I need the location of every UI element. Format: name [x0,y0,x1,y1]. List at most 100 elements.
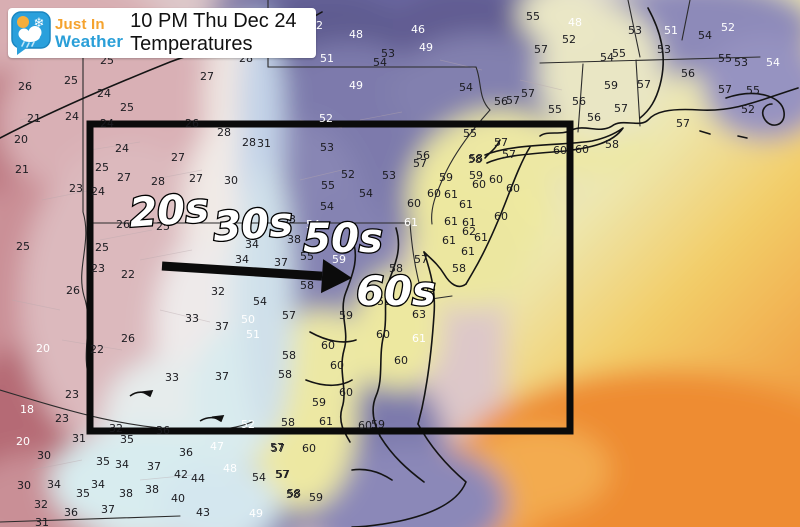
temp-value: 48 [223,462,237,475]
temp-value: 28 [217,126,231,139]
temp-value: 32 [34,498,48,511]
temp-value: 37 [215,370,229,383]
temp-value: 55 [526,10,540,23]
temp-value: 23 [91,262,105,275]
temp-value: 60 [376,328,390,341]
temp-value: 58 [469,152,483,165]
temp-value: 54 [766,56,780,69]
temp-value: 57 [614,102,628,115]
temp-value: 58 [281,416,295,429]
map-title: 10 PM Thu Dec 24 Temperatures [130,10,296,56]
temp-value: 61 [461,245,475,258]
temp-value: 60 [472,178,486,191]
temp-value: 28 [242,136,256,149]
temp-value: 55 [612,47,626,60]
temp-value: 60 [575,143,589,156]
temp-value: 61 [442,234,456,247]
temp-value: 57 [414,253,428,266]
temp-value: 54 [252,471,266,484]
temp-value: 57 [506,94,520,107]
temp-value: 56 [416,149,430,162]
temp-value: 52 [741,103,755,116]
temp-value: 31 [35,516,49,527]
temp-value: 61 [444,215,458,228]
temp-value: 23 [69,182,83,195]
temp-value: 25 [156,220,170,233]
temp-value: 54 [253,295,267,308]
temp-value: 60 [553,144,567,157]
snowflake-icon: ❄ [34,16,45,31]
temp-value: 61 [459,198,473,211]
temp-value: 61 [444,188,458,201]
temp-value: 60 [302,442,316,455]
temp-value: 43 [196,506,210,519]
sun-icon [17,16,29,28]
temp-value: 52 [241,418,255,431]
header-card: ❄ Just In Weather 10 PM Thu Dec 24 [8,8,316,58]
temp-value: 59 [312,396,326,409]
temp-value: 34 [115,458,129,471]
temp-value: 57 [494,136,508,149]
temp-value: 37 [101,503,115,516]
temp-value: 35 [96,455,110,468]
temp-value: 26 [121,332,135,345]
temp-value: 59 [332,253,346,266]
zone-label: 30s [212,199,294,250]
temp-value: 56 [681,67,695,80]
temp-value: 61 [474,231,488,244]
temp-value: 26 [185,117,199,130]
temp-value: 58 [282,349,296,362]
temp-value: 31 [72,432,86,445]
temp-value: 61 [404,216,418,229]
temp-value: 54 [320,200,334,213]
temp-value: 47 [210,440,224,453]
temp-value: 53 [734,56,748,69]
temp-value: 54 [359,187,373,200]
temp-value: 54 [459,81,473,94]
title-variable: Temperatures [130,33,253,55]
temp-value: 54 [698,29,712,42]
temp-value: 20 [16,435,30,448]
temp-value: 60 [330,359,344,372]
temp-value: 27 [117,171,131,184]
map-doodle-arrows [129,390,225,423]
temp-value: 36 [64,506,78,519]
temp-value: 60 [407,197,421,210]
temp-value: 61 [462,216,476,229]
temp-value: 52 [319,112,333,125]
brand-line2: Weather [55,31,124,51]
temp-value: 23 [55,412,69,425]
temp-value: 33 [282,213,296,226]
temp-value: 57 [637,78,651,91]
temp-value: 57 [282,309,296,322]
temp-value: 62 [462,225,476,238]
temp-value: 55 [746,84,760,97]
temp-value: 60 [506,182,520,195]
temp-value: 26 [18,80,32,93]
temp-value: 32 [211,285,225,298]
temp-value: 55 [321,179,335,192]
trend-arrow [161,259,352,294]
temp-value: 46 [411,23,425,36]
temp-value: 37 [147,460,161,473]
temp-value: 55 [548,103,562,116]
temp-value: 60 [489,173,503,186]
temp-value: 49 [249,507,263,520]
temp-value: 50 [241,313,255,326]
temp-value: 55 [718,52,732,65]
temp-value: 28 [151,175,165,188]
temp-value: 25 [95,241,109,254]
temp-value: 24 [97,87,111,100]
temp-value: 60 [394,354,408,367]
temp-value: 53 [381,47,395,60]
temp-value: 60 [339,386,353,399]
temp-value: 24 [91,185,105,198]
temp-value: 63 [412,308,426,321]
temp-value: 35 [120,433,134,446]
temp-value: 53 [657,43,671,56]
temp-value: 57 [718,83,732,96]
temp-value: 58 [389,262,403,275]
temp-value: 58 [278,368,292,381]
temp-value: 57 [275,468,289,481]
